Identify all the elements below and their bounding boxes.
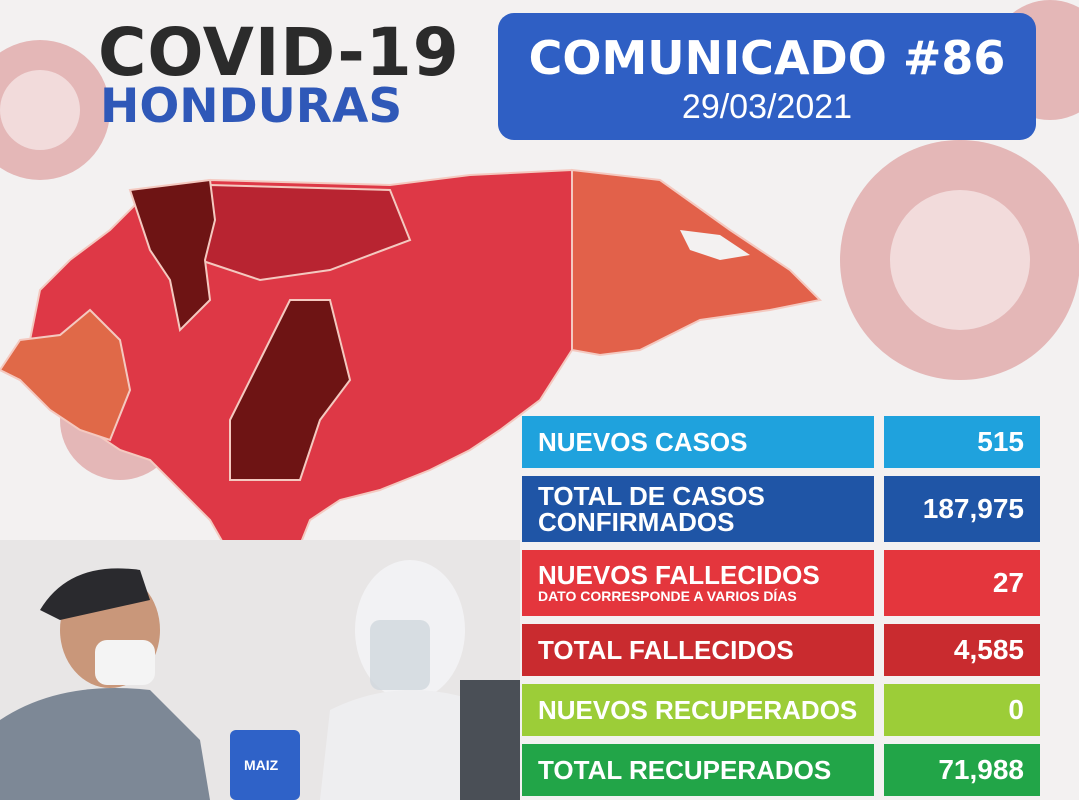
stat-row-new-deaths: NUEVOS FALLECIDOS DATO CORRESPONDE A VAR… <box>522 550 1042 616</box>
stat-label: NUEVOS FALLECIDOS DATO CORRESPONDE A VAR… <box>522 550 874 616</box>
stat-label: TOTAL DE CASOS CONFIRMADOS <box>522 476 874 542</box>
bag-label: MAIZ <box>244 757 279 773</box>
map-island <box>680 230 750 260</box>
communique-date: 29/03/2021 <box>681 88 853 126</box>
stat-label: TOTAL RECUPERADOS <box>522 744 874 796</box>
stat-sublabel: DATO CORRESPONDE A VARIOS DÍAS <box>538 588 797 604</box>
honduras-map <box>0 168 823 571</box>
stat-label: NUEVOS CASOS <box>522 416 874 468</box>
communique-title: COMUNICADO #86 <box>528 31 1006 85</box>
stat-row-new-cases: NUEVOS CASOS 515 <box>522 416 1042 468</box>
stat-row-total-deaths: TOTAL FALLECIDOS 4,585 <box>522 624 1042 676</box>
stat-label: NUEVOS RECUPERADOS <box>522 684 874 736</box>
communique-box: COMUNICADO #86 29/03/2021 <box>498 13 1036 140</box>
stat-value: 515 <box>884 416 1040 468</box>
stat-value: 27 <box>884 550 1040 616</box>
photo-aid-delivery: MAIZ <box>0 540 520 800</box>
map-region-west <box>0 308 132 442</box>
stat-label: TOTAL FALLECIDOS <box>522 624 874 676</box>
map-region-central <box>229 299 352 481</box>
map-region-northwest <box>128 178 217 333</box>
stat-value: 4,585 <box>884 624 1040 676</box>
stat-value: 71,988 <box>884 744 1040 796</box>
map-region-east <box>571 168 823 357</box>
title-country: HONDURAS <box>100 79 403 134</box>
stat-value: 0 <box>884 684 1040 736</box>
stat-row-new-recovered: NUEVOS RECUPERADOS 0 <box>522 684 1042 736</box>
stat-row-total-cases: TOTAL DE CASOS CONFIRMADOS 187,975 <box>522 476 1042 542</box>
stat-row-total-recovered: TOTAL RECUPERADOS 71,988 <box>522 744 1042 796</box>
title-covid: COVID-19 <box>98 14 460 91</box>
stat-value: 187,975 <box>884 476 1040 542</box>
